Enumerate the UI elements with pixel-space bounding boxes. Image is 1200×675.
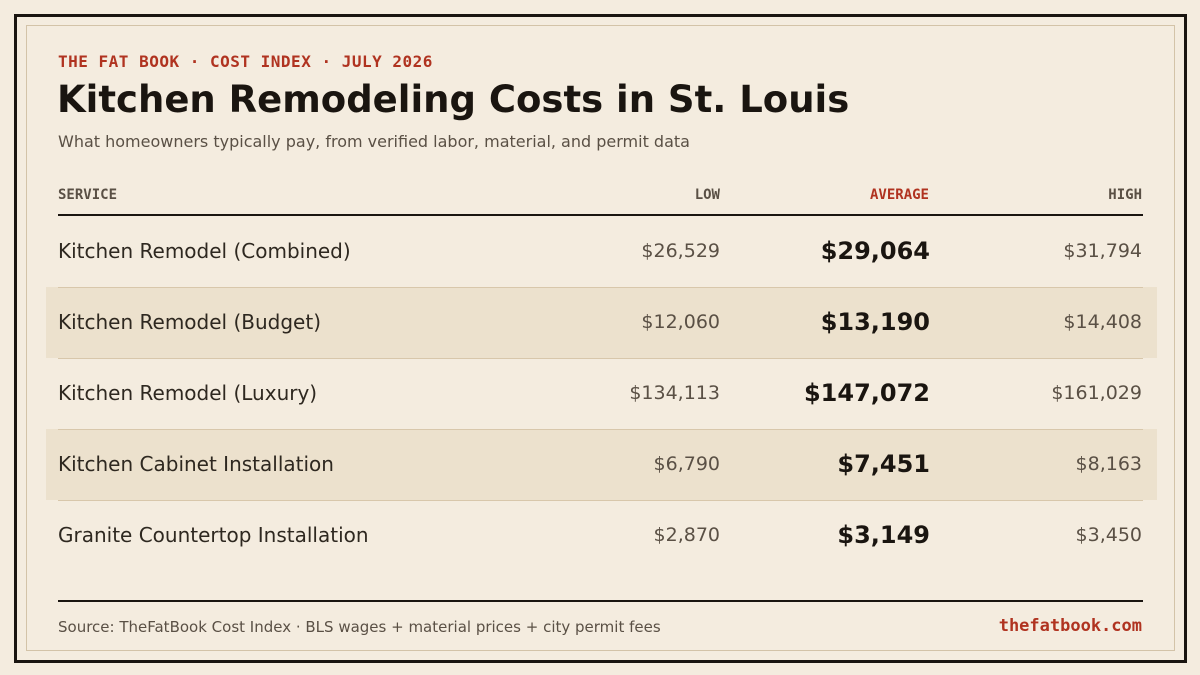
page-title: Kitchen Remodeling Costs in St. Louis [57,78,850,121]
high-price: $8,163 [1075,453,1142,475]
table-row: Kitchen Remodel (Combined) $26,529 $29,0… [46,216,1157,287]
service-name: Kitchen Remodel (Budget) [58,310,321,334]
row-divider [58,429,1143,430]
source-note: Source: TheFatBook Cost Index · BLS wage… [58,618,661,636]
column-header-service: SERVICE [58,187,118,203]
low-price: $2,870 [653,524,720,546]
low-price: $12,060 [641,311,720,333]
average-price: $3,149 [837,521,930,549]
outer-frame [14,14,1187,663]
high-price: $3,450 [1075,524,1142,546]
column-header-high: HIGH [1108,187,1142,203]
row-divider [58,287,1143,288]
eyebrow-label: THE FAT BOOK · COST INDEX · JULY 2026 [58,52,433,71]
low-price: $6,790 [653,453,720,475]
service-name: Kitchen Remodel (Combined) [58,239,351,263]
footer-divider [58,600,1143,602]
row-divider [58,500,1143,501]
high-price: $31,794 [1063,240,1142,262]
table-row: Kitchen Remodel (Budget) $12,060 $13,190… [46,287,1157,358]
service-name: Granite Countertop Installation [58,523,369,547]
average-price: $29,064 [820,237,930,265]
inner-frame [26,25,1175,651]
table-row: Kitchen Remodel (Luxury) $134,113 $147,0… [46,358,1157,429]
site-link[interactable]: thefatbook.com [998,616,1142,636]
average-price: $7,451 [837,450,930,478]
table-row: Granite Countertop Installation $2,870 $… [46,500,1157,571]
page-subtitle: What homeowners typically pay, from veri… [58,132,690,151]
average-price: $147,072 [803,379,930,407]
high-price: $161,029 [1051,382,1142,404]
low-price: $134,113 [629,382,720,404]
header-divider [58,214,1143,216]
service-name: Kitchen Cabinet Installation [58,452,334,476]
column-header-low: LOW [694,187,720,203]
low-price: $26,529 [641,240,720,262]
column-header-average: AVERAGE [869,187,929,203]
row-divider [58,358,1143,359]
table-row: Kitchen Cabinet Installation $6,790 $7,4… [46,429,1157,500]
service-name: Kitchen Remodel (Luxury) [58,381,318,405]
high-price: $14,408 [1063,311,1142,333]
average-price: $13,190 [820,308,930,336]
